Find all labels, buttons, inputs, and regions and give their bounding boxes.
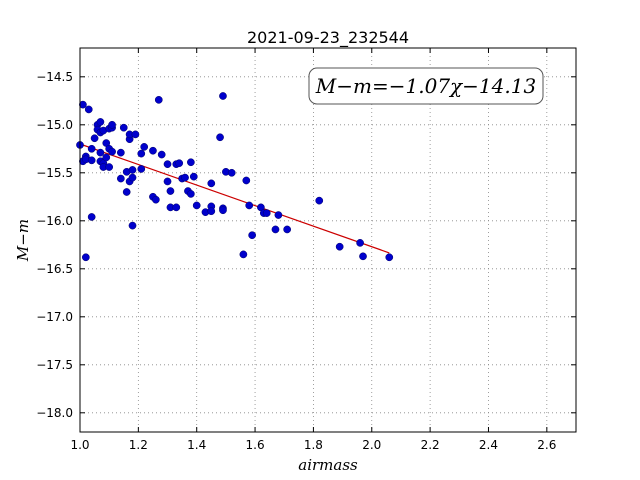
- x-tick-label: 1.6: [246, 438, 265, 452]
- data-point: [116, 148, 125, 157]
- data-point: [385, 253, 394, 262]
- data-point: [96, 118, 105, 126]
- data-point: [166, 187, 175, 195]
- data-point: [216, 133, 224, 142]
- data-point: [154, 95, 163, 104]
- data-point: [84, 105, 93, 114]
- data-point: [271, 225, 280, 234]
- data-point: [187, 190, 195, 198]
- data-point: [245, 201, 254, 210]
- data-point: [207, 207, 216, 216]
- ticks: 1.0 1.2 1.4 1.6 1.8 2.0 2.2 2.4 2.6 −14.5 −15.0 −15…: [36, 48, 576, 452]
- data-point: [90, 134, 99, 143]
- x-tick-label: 1.2: [129, 438, 148, 452]
- y-tick-label: −17.0: [36, 310, 73, 324]
- data-point: [219, 92, 227, 100]
- data-point: [187, 158, 195, 167]
- data-point: [359, 252, 367, 261]
- data-point: [81, 253, 90, 262]
- data-point: [219, 206, 227, 215]
- y-tick-label: −16.0: [36, 214, 73, 228]
- fit-equation: M−m=−1.07χ−14.13: [315, 74, 536, 98]
- data-point: [108, 120, 116, 129]
- data-point: [175, 159, 184, 168]
- data-point: [163, 177, 172, 186]
- y-tick-label: −15.5: [36, 166, 73, 180]
- fit-line: [79, 143, 390, 254]
- data-point: [102, 153, 111, 162]
- x-tick-label: 2.4: [479, 438, 498, 452]
- data-point: [128, 166, 137, 174]
- data-point: [116, 174, 125, 183]
- fit-equation-frame: [308, 67, 544, 105]
- data-point: [335, 242, 344, 251]
- x-axis-label: airmass: [298, 456, 358, 474]
- data-point: [140, 143, 149, 151]
- data-point: [248, 231, 256, 240]
- data-point: [137, 149, 146, 158]
- plot-area: [80, 48, 576, 432]
- data-point: [242, 176, 251, 185]
- data-point: [262, 209, 271, 217]
- fit-layer: [79, 143, 390, 254]
- data-point: [172, 203, 181, 212]
- data-point: [189, 172, 198, 181]
- y-axis-label: M−m: [14, 219, 32, 262]
- data-point: [96, 148, 105, 157]
- data-point: [192, 201, 201, 210]
- chart-title: 2021-09-23_232544: [247, 28, 409, 48]
- data-point: [79, 100, 87, 109]
- data-point: [239, 250, 248, 259]
- data-point: [105, 163, 114, 171]
- data-point: [122, 188, 131, 196]
- data-point: [283, 225, 292, 234]
- x-tick-label: 1.4: [187, 438, 206, 452]
- data-point: [87, 156, 96, 165]
- data-point: [227, 168, 236, 177]
- y-tick-label: −17.5: [36, 358, 73, 372]
- data-point: [119, 123, 128, 132]
- data-point: [87, 144, 96, 153]
- x-tick-label: 2.6: [537, 438, 556, 452]
- data-point: [356, 239, 364, 247]
- data-point: [163, 160, 172, 169]
- y-tick-label: −15.0: [36, 118, 73, 132]
- x-tick-label: 2.0: [362, 438, 381, 452]
- y-tick-label: −18.0: [36, 406, 73, 420]
- data-point: [149, 146, 157, 155]
- data-point: [87, 213, 96, 221]
- fit-equation-box: M−m=−1.07χ−14.13: [308, 67, 544, 105]
- data-point: [181, 173, 189, 182]
- x-tick-label: 1.0: [70, 438, 89, 452]
- x-tick-label: 1.8: [304, 438, 323, 452]
- data-point: [108, 147, 116, 156]
- data-point: [274, 211, 283, 219]
- data-points: [76, 92, 394, 262]
- data-point: [315, 196, 324, 205]
- data-point: [128, 221, 137, 230]
- plot-frame: [79, 47, 577, 433]
- data-point: [131, 130, 140, 139]
- y-tick-label: −14.5: [36, 70, 73, 84]
- data-point: [128, 173, 137, 182]
- y-tick-label: −16.5: [36, 262, 73, 276]
- data-point: [157, 150, 166, 159]
- x-tick-label: 2.2: [421, 438, 440, 452]
- data-point: [207, 179, 216, 188]
- data-point: [152, 195, 160, 204]
- data-point: [137, 165, 146, 173]
